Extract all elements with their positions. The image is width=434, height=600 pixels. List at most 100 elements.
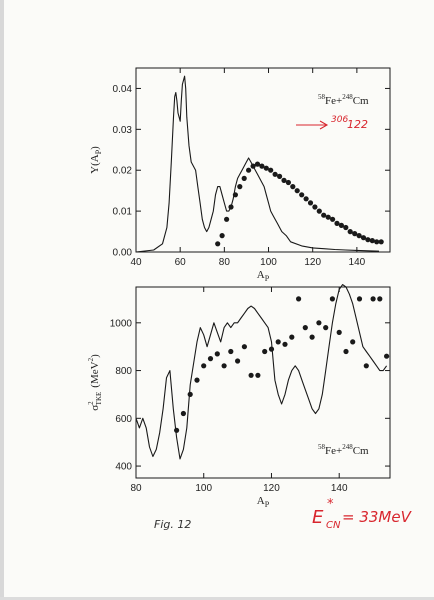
yield-chart-data-point xyxy=(290,184,296,190)
scan-shadow-bottom xyxy=(0,597,434,600)
tke-variance-chart-xlabel: AP xyxy=(257,495,270,509)
yield-chart-data-point xyxy=(299,192,305,198)
yield-chart-xtick-label: 80 xyxy=(219,257,231,268)
yield-chart-xtick-label: 120 xyxy=(304,257,321,268)
yield-chart-data-point xyxy=(259,163,265,169)
energy-subscript: CN xyxy=(326,520,341,531)
yield-chart-data-point xyxy=(224,216,230,222)
tke-variance-chart-data-point xyxy=(174,427,180,433)
tke-variance-chart-data-point xyxy=(201,363,207,369)
yield-chart-data-point xyxy=(268,167,274,173)
yield-chart-data-point xyxy=(228,204,234,210)
tke-variance-chart-data-point xyxy=(235,358,241,364)
tke-variance-chart-ytick-label: 400 xyxy=(115,462,132,473)
yield-chart-frame xyxy=(135,67,391,253)
yield-chart: 40 60 80 100 120 140 0.00 0.01 0.02 0.03 0.04 Y(AP… xyxy=(89,67,391,283)
tke-variance-chart-data-point xyxy=(370,296,376,302)
yield-chart-ytick-label: 0.02 xyxy=(113,166,133,177)
yield-chart-data-point xyxy=(307,200,314,206)
tke-variance-chart-reaction-label: 58Fe+248Cm xyxy=(318,443,369,457)
tke-variance-chart-data-point xyxy=(207,356,214,362)
yield-chart-xtick-label: 140 xyxy=(349,257,366,268)
handwritten-compound-annotation: 306 122 xyxy=(296,115,368,131)
handwritten-charge-number: 122 xyxy=(347,118,368,131)
yield-chart-data-point xyxy=(325,214,331,220)
yield-chart-data-point xyxy=(277,173,283,179)
yield-chart-data-point xyxy=(246,167,252,173)
tke-variance-chart-data-point xyxy=(221,363,227,369)
yield-chart-xtick-label: 40 xyxy=(130,257,142,268)
tke-variance-chart-xtick-label: 100 xyxy=(195,483,212,494)
energy-value: = 33MeV xyxy=(342,508,413,526)
red-arrow-head xyxy=(319,120,329,130)
tke-variance-chart-data-point xyxy=(356,296,363,302)
yield-chart-series xyxy=(135,75,384,253)
tke-variance-chart-data-point xyxy=(296,296,302,302)
yield-chart-data-point xyxy=(321,212,327,218)
yield-chart-reaction-label: 58Fe+248Cm xyxy=(318,93,369,107)
yield-chart-data-point xyxy=(352,231,358,237)
tke-variance-chart-data-point xyxy=(363,363,369,369)
tke-variance-chart-data-point xyxy=(302,325,308,331)
yield-chart-data-point xyxy=(281,177,287,183)
tke-variance-chart-xtick-label: 80 xyxy=(130,483,142,494)
yield-chart-data-point xyxy=(232,192,238,198)
tke-variance-chart-data-point xyxy=(241,344,247,350)
yield-chart-data-point xyxy=(219,233,225,239)
yield-chart-data-point xyxy=(237,184,243,190)
figure-label: Fig. 12 xyxy=(154,518,191,531)
tke-variance-chart-data-point xyxy=(329,296,335,302)
tke-variance-chart-ticks: 80 100 120 140 400 600 800 1000 xyxy=(110,287,390,494)
tke-variance-chart-data-point xyxy=(309,334,315,340)
yield-chart-data-point xyxy=(356,233,362,239)
yield-chart-xlabel: AP xyxy=(257,269,270,283)
tke-variance-chart-data-point xyxy=(377,296,383,302)
yield-chart-data-point xyxy=(378,239,384,245)
energy-symbol: E xyxy=(312,507,324,528)
yield-chart-data-point xyxy=(215,241,221,247)
yield-chart-data-point xyxy=(312,204,318,210)
yield-chart-theory-line xyxy=(135,75,380,253)
tke-variance-chart-frame xyxy=(135,286,391,479)
yield-chart-data-point xyxy=(347,229,353,235)
yield-chart-ylabel: Y(AP) xyxy=(89,146,103,174)
yield-chart-data-point xyxy=(338,222,344,228)
yield-chart-ytick-label: 0.01 xyxy=(113,207,133,218)
yield-chart-ytick-label: 0.04 xyxy=(113,84,133,95)
tke-variance-chart-series xyxy=(135,284,390,460)
energy-star: * xyxy=(327,497,334,512)
tke-variance-chart-data-point xyxy=(275,339,281,345)
tke-variance-chart-data-point xyxy=(180,410,186,417)
yield-chart-ticks: 40 60 80 100 120 140 0.00 0.01 0.02 0.03 0.04 xyxy=(113,68,390,268)
tke-variance-chart-data-point xyxy=(187,391,193,397)
yield-chart-ytick-label: 0.00 xyxy=(113,248,133,259)
yield-chart-data-point xyxy=(285,179,291,186)
yield-chart-data-point xyxy=(294,188,300,194)
handwritten-energy-annotation: E CN * = 33MeV xyxy=(312,497,413,531)
yield-chart-data-point xyxy=(365,237,371,243)
tke-variance-chart-theory-line xyxy=(135,284,388,460)
yield-chart-data-point xyxy=(316,208,322,214)
yield-chart-data-point xyxy=(374,239,380,245)
tke-variance-chart-data-point xyxy=(194,377,200,383)
tke-variance-chart-data-point xyxy=(289,334,295,340)
tke-variance-chart-data-point xyxy=(282,341,288,347)
tke-variance-chart-xtick-label: 140 xyxy=(331,483,348,494)
tke-variance-chart-data-point xyxy=(343,348,349,355)
tke-variance-chart-data-point xyxy=(336,329,342,335)
yield-chart-data-point xyxy=(250,163,256,169)
yield-chart-data-point xyxy=(241,175,247,181)
tke-variance-chart-ytick-label: 800 xyxy=(115,366,132,377)
tke-variance-chart-data-point xyxy=(248,372,254,378)
yield-chart-data-point xyxy=(360,235,367,241)
tke-variance-chart-data-point xyxy=(350,339,356,345)
tke-variance-chart-ytick-label: 1000 xyxy=(110,318,133,329)
yield-chart-data-point xyxy=(330,216,336,222)
tke-variance-chart-data-point xyxy=(323,325,329,331)
handwritten-mass-number: 306 xyxy=(331,115,348,125)
yield-chart-data-point xyxy=(254,161,261,167)
tke-variance-chart-ytick-label: 600 xyxy=(115,414,132,425)
